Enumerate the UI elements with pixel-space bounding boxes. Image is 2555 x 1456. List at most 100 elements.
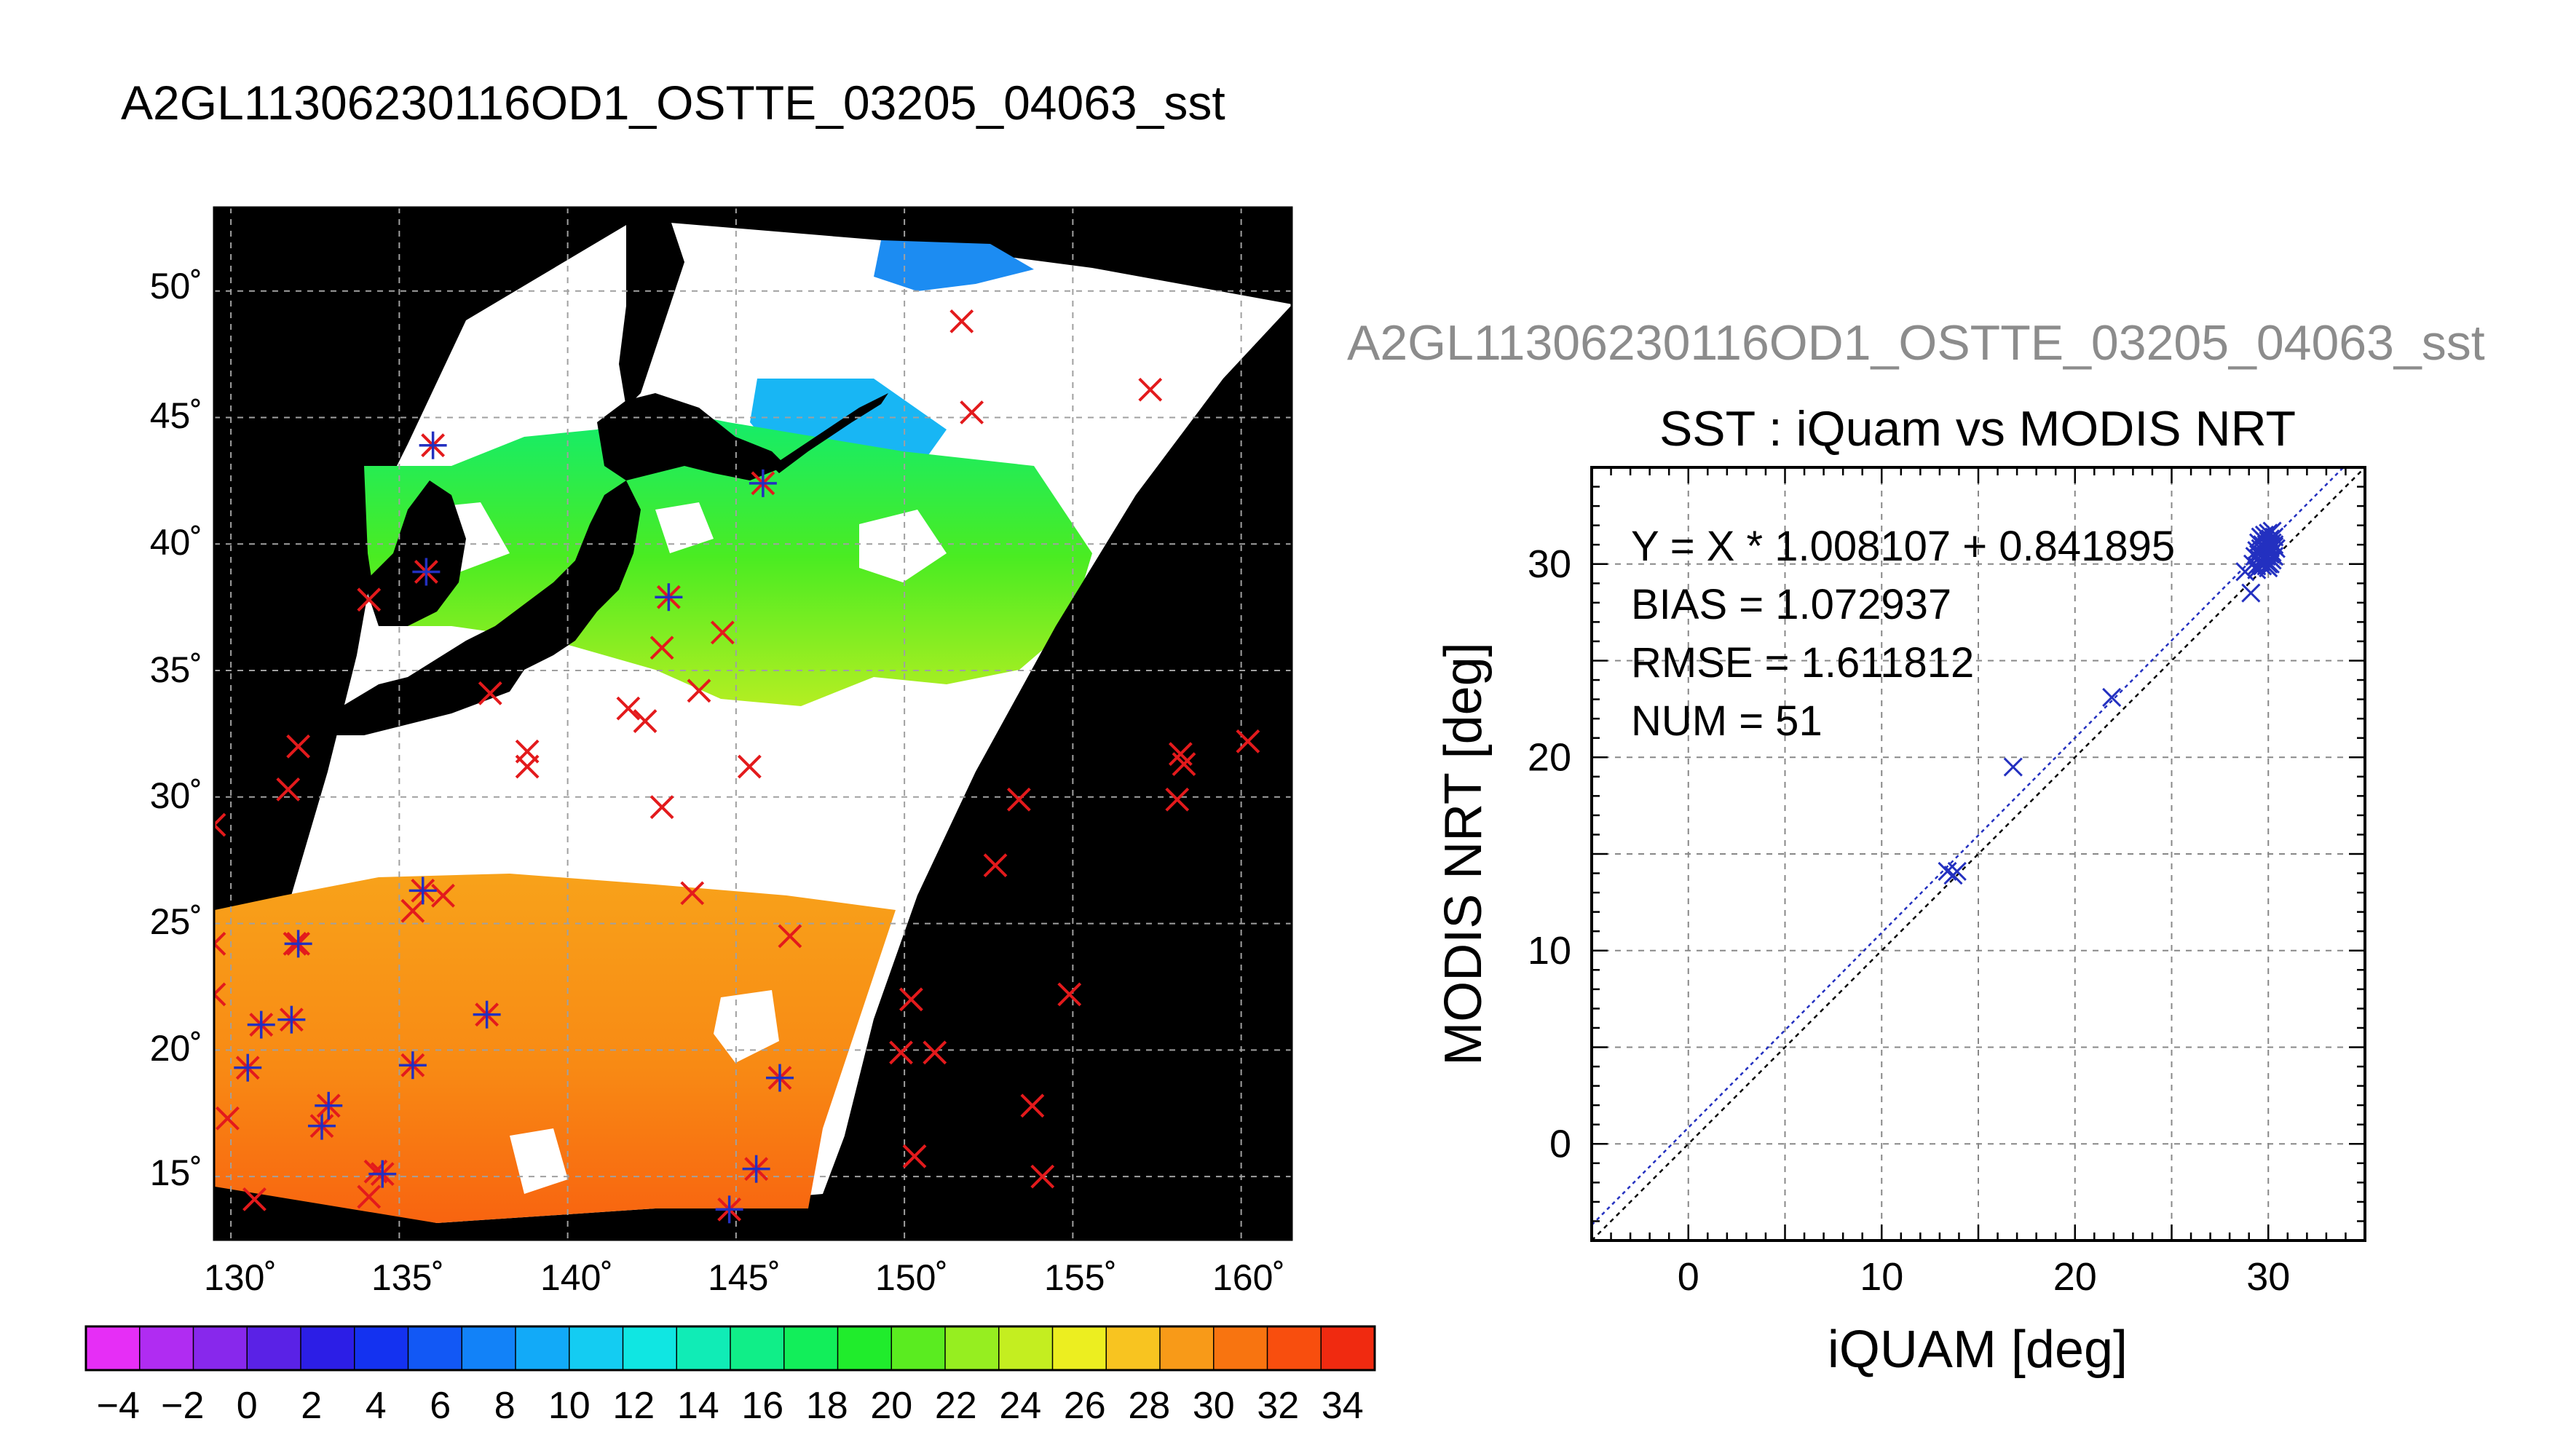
- map-marker-x: [357, 587, 382, 612]
- map-grid: [214, 207, 1292, 1240]
- colorbar-cell: [193, 1326, 248, 1370]
- colorbar-cell: [354, 1326, 408, 1370]
- lon-tick-label: 160˚: [1212, 1257, 1285, 1298]
- map-marker-x: [214, 982, 226, 1007]
- colorbar-cell: [891, 1326, 946, 1370]
- land-hokkaido: [597, 393, 786, 480]
- scatter-point: [2259, 558, 2278, 578]
- colorbar-cell: [783, 1326, 838, 1370]
- scatter-panel: A2GL11306230116OD1_OSTTE_03205_04063_sst…: [1347, 315, 2485, 1379]
- bias-value: BIAS = 1.072937: [1631, 581, 1951, 628]
- map-marker-x: [778, 924, 802, 949]
- colorbar-cell: [837, 1326, 892, 1370]
- y-tick-label: 10: [1528, 929, 1571, 973]
- y-tick-label: 20: [1528, 735, 1571, 779]
- scatter-tick-labels: 0 10 20 30 0 10 20 30: [1528, 542, 2290, 1299]
- colorbar-tick-label: 22: [935, 1385, 977, 1427]
- colorbar-tick-label: 6: [430, 1385, 451, 1427]
- map-marker-x: [515, 754, 540, 779]
- colorbar: −4 −2 0 2 4 6 8 10 12 14 16 18 20 22 24 26 28 30 32 34: [84, 1325, 1376, 1427]
- map-marker-x: [737, 754, 762, 779]
- scatter-point: [1947, 861, 1967, 881]
- scatter-frame: [1590, 466, 2366, 1242]
- colorbar-cell: [945, 1326, 1000, 1370]
- map-marker-star: [655, 583, 683, 612]
- map-marker-x: [949, 309, 974, 333]
- map-marker-star: [284, 930, 312, 958]
- x-tick-label: 0: [1678, 1255, 1699, 1299]
- map-marker-x: [1030, 1164, 1055, 1189]
- map-marker-x: [286, 734, 311, 759]
- x-tick-label: 30: [2246, 1255, 2290, 1299]
- colorbar-tick-label: 28: [1128, 1385, 1170, 1427]
- map-marker-x: [400, 898, 425, 923]
- x-tick-label: 10: [1860, 1255, 1903, 1299]
- scatter-point: [2003, 757, 2023, 777]
- colorbar-cell: [676, 1326, 731, 1370]
- scatter-point: [2254, 531, 2275, 550]
- cloud-patch-4: [714, 990, 779, 1063]
- colorbar-tick-label: 0: [237, 1385, 258, 1427]
- lat-tick-label: 30˚: [150, 775, 202, 816]
- colorbar-cell: [247, 1326, 301, 1370]
- map-marker-x: [649, 795, 674, 820]
- map-marker-x: [899, 987, 923, 1012]
- colorbar-cell: [516, 1326, 570, 1370]
- lat-tick-label: 25˚: [150, 901, 202, 942]
- colorbar-cell: [569, 1326, 623, 1370]
- map-marker-x: [649, 636, 674, 660]
- lat-tick-label: 20˚: [150, 1028, 202, 1069]
- scatter-point: [2241, 583, 2261, 603]
- map-marker-x: [1006, 787, 1031, 812]
- scatter-point: [2247, 560, 2267, 579]
- map-marker-x: [357, 1184, 382, 1209]
- colorbar-frame: [84, 1325, 1376, 1372]
- colorbar-cell: [1267, 1326, 1322, 1370]
- map-marker-star: [308, 1112, 336, 1140]
- colorbar-tick-label: 14: [677, 1385, 719, 1427]
- map-marker-x: [431, 883, 455, 908]
- x-axis-label: iQUAM [deg]: [1828, 1321, 2128, 1379]
- map-frame: [213, 206, 1293, 1241]
- map-marker-x: [633, 709, 657, 733]
- y-axis-label: MODIS NRT [deg]: [1434, 642, 1493, 1066]
- map-marker-x: [889, 1040, 913, 1065]
- colorbar-cell: [730, 1326, 785, 1370]
- colorbar-tick-label: 30: [1193, 1385, 1235, 1427]
- y-tick-label: 30: [1528, 542, 1571, 586]
- map-marker-x: [216, 1106, 240, 1131]
- map-marker-x: [960, 400, 984, 424]
- colorbar-cell: [623, 1326, 677, 1370]
- cloud-patch-2: [655, 502, 714, 553]
- rmse-value: RMSE = 1.611812: [1631, 639, 1974, 687]
- map-marker-x: [1236, 729, 1260, 753]
- map-marker-x: [616, 696, 641, 721]
- map-marker-x: [983, 853, 1008, 878]
- cloud-patch-3: [859, 510, 947, 582]
- map-marker-star: [234, 1053, 262, 1082]
- colorbar-tick-label: −2: [161, 1385, 204, 1427]
- map-marker-star: [715, 1195, 743, 1224]
- colorbar-tick-label: 2: [301, 1385, 322, 1427]
- swath-edge: [823, 305, 1292, 1240]
- colorbar-tick-label: 24: [999, 1385, 1041, 1427]
- colorbar-cell: [1106, 1326, 1161, 1370]
- lat-tick-label: 40˚: [150, 522, 202, 563]
- colorbar-cells: [86, 1326, 1375, 1370]
- colorbar-cell: [1052, 1326, 1107, 1370]
- map-marker-x: [242, 1187, 266, 1211]
- lon-tick-label: 155˚: [1044, 1257, 1117, 1298]
- colorbar-cell: [998, 1326, 1053, 1370]
- scatter-point: [2264, 527, 2284, 547]
- map-marker-x: [687, 678, 711, 703]
- regression-line: [1592, 467, 2345, 1226]
- colorbar-cell: [86, 1326, 141, 1370]
- y-tick-label: 0: [1549, 1122, 1571, 1166]
- fit-equation: Y = X * 1.008107 + 0.841895: [1631, 523, 2175, 570]
- map-marker-star: [742, 1155, 770, 1183]
- lon-tick-label: 135˚: [371, 1257, 444, 1298]
- colorbar-cell: [408, 1326, 462, 1370]
- colorbar-tick-label: 26: [1064, 1385, 1106, 1427]
- colorbar-cell: [1321, 1326, 1375, 1370]
